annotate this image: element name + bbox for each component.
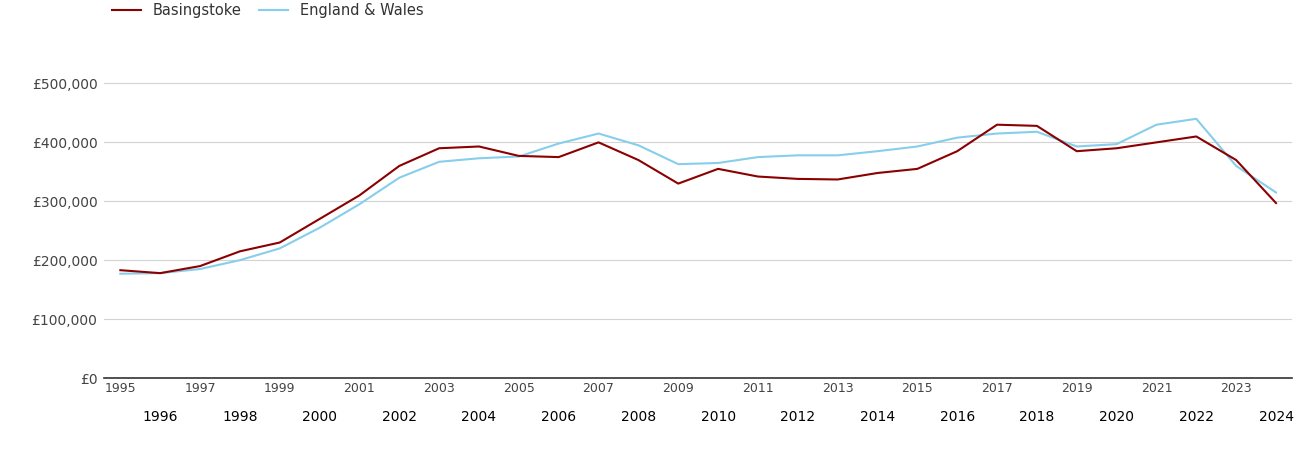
Basingstoke <box>1189 134 1205 139</box>
England & Wales <box>1148 122 1164 127</box>
Basingstoke <box>192 263 207 269</box>
Basingstoke <box>112 267 128 273</box>
Basingstoke <box>392 163 407 169</box>
Basingstoke <box>630 158 646 163</box>
Basingstoke <box>591 140 607 145</box>
Basingstoke <box>1268 200 1284 206</box>
Basingstoke <box>869 170 885 176</box>
England & Wales <box>949 135 964 140</box>
England & Wales <box>830 153 846 158</box>
England & Wales <box>671 162 686 167</box>
England & Wales <box>1189 116 1205 122</box>
Line: Basingstoke: Basingstoke <box>120 125 1276 273</box>
Basingstoke <box>1148 140 1164 145</box>
England & Wales <box>1069 144 1084 149</box>
England & Wales <box>1030 129 1045 135</box>
England & Wales <box>271 246 287 251</box>
England & Wales <box>710 160 726 166</box>
England & Wales <box>1268 190 1284 195</box>
Basingstoke <box>551 154 566 160</box>
England & Wales <box>112 271 128 276</box>
Basingstoke <box>432 145 448 151</box>
Basingstoke <box>271 240 287 245</box>
Basingstoke <box>312 216 328 222</box>
Basingstoke <box>512 153 527 158</box>
Basingstoke <box>910 166 925 171</box>
England & Wales <box>351 202 367 207</box>
England & Wales <box>750 154 766 160</box>
England & Wales <box>989 131 1005 136</box>
Basingstoke <box>750 174 766 179</box>
Line: England & Wales: England & Wales <box>120 119 1276 274</box>
Basingstoke <box>1069 148 1084 154</box>
England & Wales <box>869 148 885 154</box>
England & Wales <box>471 156 487 161</box>
England & Wales <box>910 144 925 149</box>
England & Wales <box>1109 141 1125 147</box>
England & Wales <box>790 153 805 158</box>
England & Wales <box>1228 163 1244 169</box>
England & Wales <box>392 175 407 180</box>
England & Wales <box>512 154 527 159</box>
Basingstoke <box>790 176 805 182</box>
England & Wales <box>551 141 566 146</box>
Basingstoke <box>1109 145 1125 151</box>
England & Wales <box>153 270 168 276</box>
Basingstoke <box>949 148 964 154</box>
Basingstoke <box>351 193 367 198</box>
England & Wales <box>630 143 646 148</box>
England & Wales <box>312 225 328 230</box>
Basingstoke <box>830 177 846 182</box>
Basingstoke <box>232 249 248 254</box>
Basingstoke <box>1228 158 1244 163</box>
Basingstoke <box>671 181 686 186</box>
England & Wales <box>232 257 248 263</box>
England & Wales <box>192 266 207 272</box>
Basingstoke <box>989 122 1005 127</box>
Basingstoke <box>153 270 168 276</box>
Basingstoke <box>471 144 487 149</box>
England & Wales <box>432 159 448 165</box>
Basingstoke <box>710 166 726 171</box>
Legend: Basingstoke, England & Wales: Basingstoke, England & Wales <box>112 3 423 18</box>
Basingstoke <box>1030 123 1045 129</box>
England & Wales <box>591 131 607 136</box>
